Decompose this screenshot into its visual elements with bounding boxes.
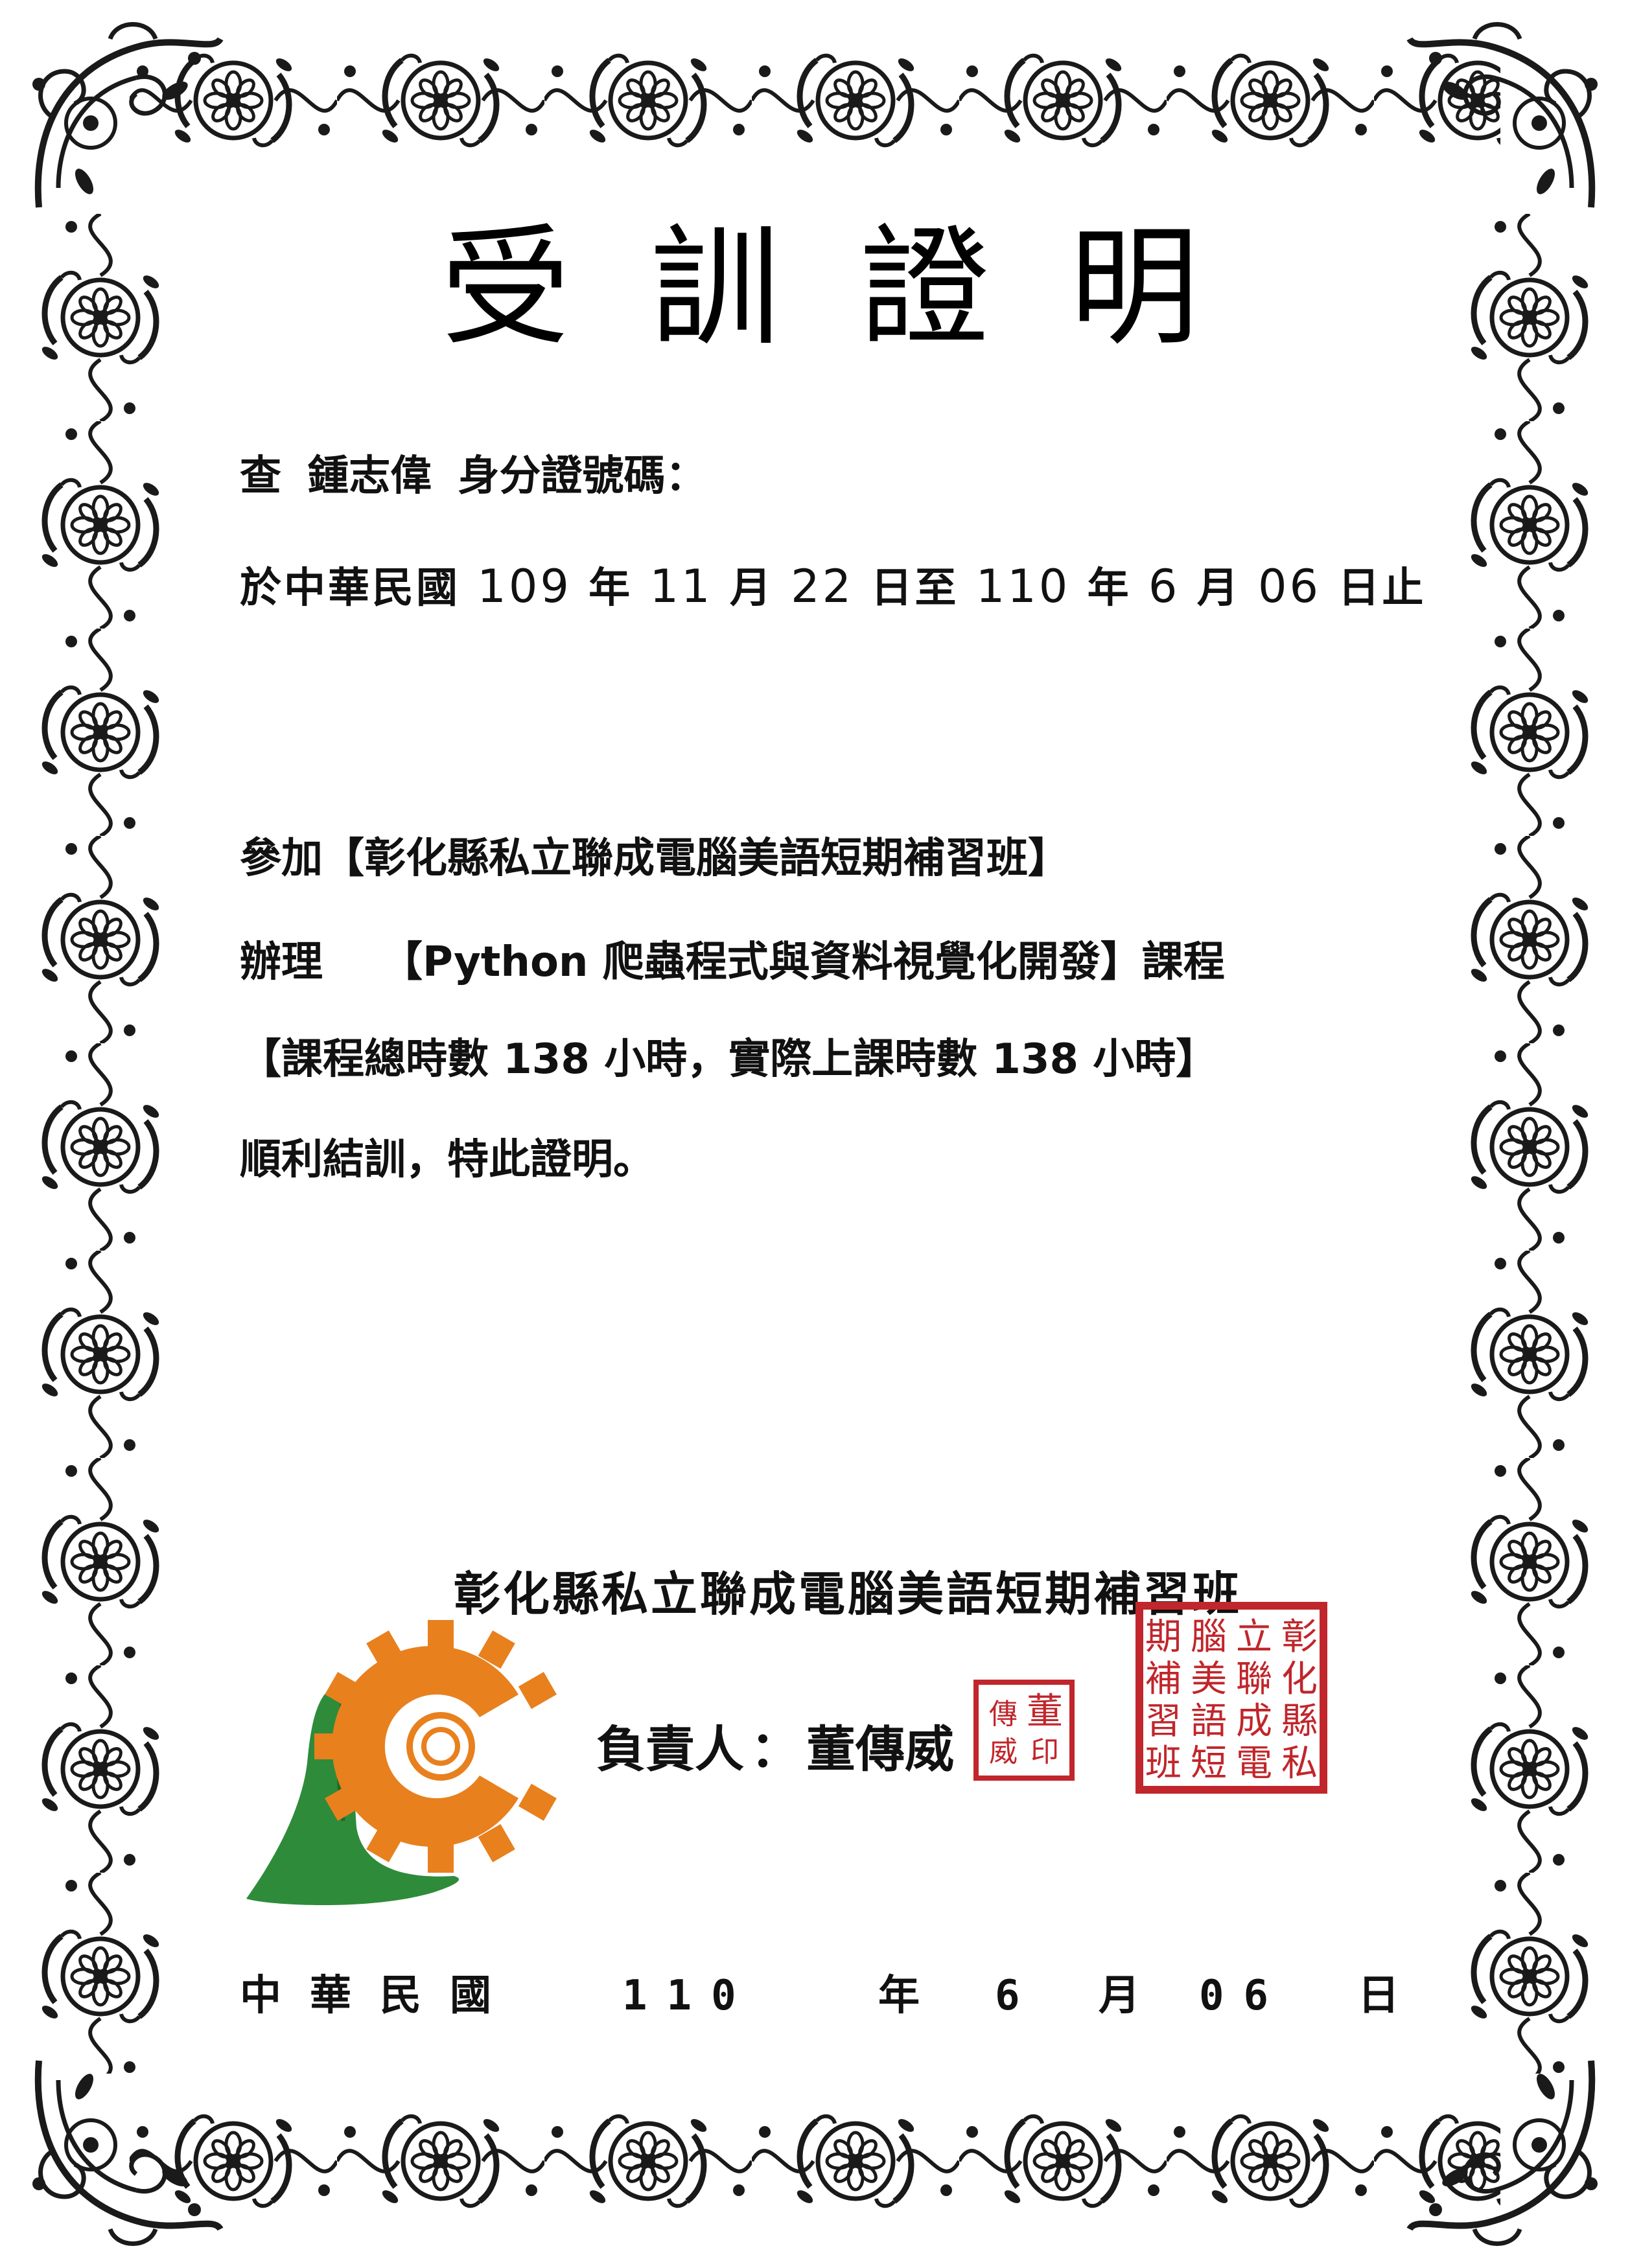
svg-text:美: 美 <box>1191 1658 1227 1700</box>
start-year-unit: 年 <box>588 564 633 612</box>
issue-month: 6 <box>995 1972 1020 2020</box>
name-line: 查 鍾志偉 身分證號碼： <box>240 447 719 505</box>
title-char: 訓 <box>650 213 780 364</box>
closing-line: 順利結訓，特此證明。 <box>240 1136 655 1184</box>
corner-scroll-icon <box>13 2041 227 2255</box>
id-number-label: 身分證號碼： <box>458 452 707 500</box>
trainee-name: 鍾志偉 <box>307 452 432 500</box>
start-year: 109 <box>477 560 572 613</box>
floral-border-icon <box>1455 214 1604 2074</box>
title-char: 受 <box>441 213 571 364</box>
svg-text:短: 短 <box>1191 1742 1227 1785</box>
svg-text:習: 習 <box>1145 1700 1182 1742</box>
svg-text:腦: 腦 <box>1191 1616 1227 1658</box>
principal-name: 董傳威 <box>806 1720 954 1778</box>
end-day: 06 <box>1258 560 1321 613</box>
issue-date-row: 中華民國 110 年 6 月 06 日 <box>240 1963 1399 2028</box>
period-line: 於中華民國 109 年 11 月 22 日至 110 年 6 月 06 日止 <box>240 557 1426 618</box>
issue-day-unit: 日 <box>1358 1972 1399 2020</box>
principal-separator: ： <box>751 1720 800 1778</box>
hours-line: 【課程總時數 138 小時，實際上課時數 138 小時】 <box>240 1036 1218 1083</box>
svg-text:電: 電 <box>1236 1742 1272 1785</box>
title-char: 證 <box>859 213 990 364</box>
period-prefix: 於中華民國 <box>240 564 460 612</box>
corner-scroll-icon <box>1403 13 1617 227</box>
end-day-unit: 日止 <box>1338 564 1426 612</box>
end-year: 110 <box>975 560 1071 613</box>
floral-border-icon <box>130 26 1500 175</box>
attend-label: 參加 <box>240 835 323 883</box>
corner-scroll-icon <box>1403 2041 1617 2255</box>
ornament-border-top <box>130 26 1500 175</box>
ornament-border-bottom <box>130 2087 1500 2236</box>
start-month: 11 <box>649 560 713 613</box>
svg-text:傳: 傳 <box>989 1698 1018 1731</box>
course-label: 辦理 <box>240 938 323 986</box>
issue-year: 110 <box>622 1972 756 2020</box>
svg-text:化: 化 <box>1281 1658 1318 1700</box>
title-char: 明 <box>1069 213 1199 364</box>
gear-hand-logo-icon <box>246 1620 557 1905</box>
institution-seal-icon: 彰化縣私 立聯成電 腦美語短 期補習班 <box>1135 1602 1327 1794</box>
course-line: 辦理 【Python 爬蟲程式與資料視覺化開發】課程 <box>240 933 1225 991</box>
name-prefix: 查 <box>240 452 281 500</box>
svg-text:成: 成 <box>1236 1700 1272 1742</box>
floral-border-icon <box>130 2087 1500 2236</box>
principal-seal-icon: 董 傳 威 印 <box>973 1680 1075 1781</box>
issue-day: 06 <box>1199 1972 1288 2020</box>
svg-text:立: 立 <box>1236 1616 1272 1658</box>
start-day-unit: 日至 <box>870 564 959 612</box>
svg-text:聯: 聯 <box>1236 1658 1272 1700</box>
svg-text:班: 班 <box>1145 1742 1182 1785</box>
svg-text:私: 私 <box>1281 1742 1318 1785</box>
svg-text:董: 董 <box>1027 1691 1063 1733</box>
issuer-org-name: 彰化縣私立聯成電腦美語短期補習班 <box>454 1567 1242 1621</box>
end-year-unit: 年 <box>1087 564 1132 612</box>
attend-line: 參加【彰化縣私立聯成電腦美語短期補習班】 <box>240 829 1069 888</box>
ornament-border-left <box>26 214 175 2074</box>
principal-label: 負責人 <box>596 1720 744 1778</box>
corner-scroll-icon <box>13 13 227 227</box>
svg-text:期: 期 <box>1145 1616 1182 1658</box>
svg-text:印: 印 <box>1030 1735 1059 1768</box>
svg-text:縣: 縣 <box>1281 1700 1318 1742</box>
school-name: 【彰化縣私立聯成電腦美語短期補習班】 <box>323 835 1069 883</box>
issue-month-unit: 月 <box>1099 1972 1140 2020</box>
end-month: 6 <box>1148 560 1180 613</box>
principal-line: 負責人：董傳威 <box>596 1714 954 1785</box>
certificate-title: 受 訓 證 明 <box>441 214 1199 363</box>
svg-text:補: 補 <box>1145 1658 1182 1700</box>
issue-year-unit: 年 <box>878 1972 920 2020</box>
svg-text:威: 威 <box>989 1735 1018 1768</box>
course-name: 【Python 爬蟲程式與資料視覺化開發】課程 <box>381 938 1225 986</box>
svg-text:彰: 彰 <box>1281 1616 1318 1658</box>
end-month-unit: 月 <box>1196 564 1241 612</box>
issue-era: 中華民國 <box>240 1972 520 2020</box>
svg-text:語: 語 <box>1191 1700 1227 1742</box>
start-day: 22 <box>791 560 854 613</box>
start-month-unit: 月 <box>729 564 774 612</box>
floral-border-icon <box>26 214 175 2074</box>
ornament-border-right <box>1455 214 1604 2074</box>
